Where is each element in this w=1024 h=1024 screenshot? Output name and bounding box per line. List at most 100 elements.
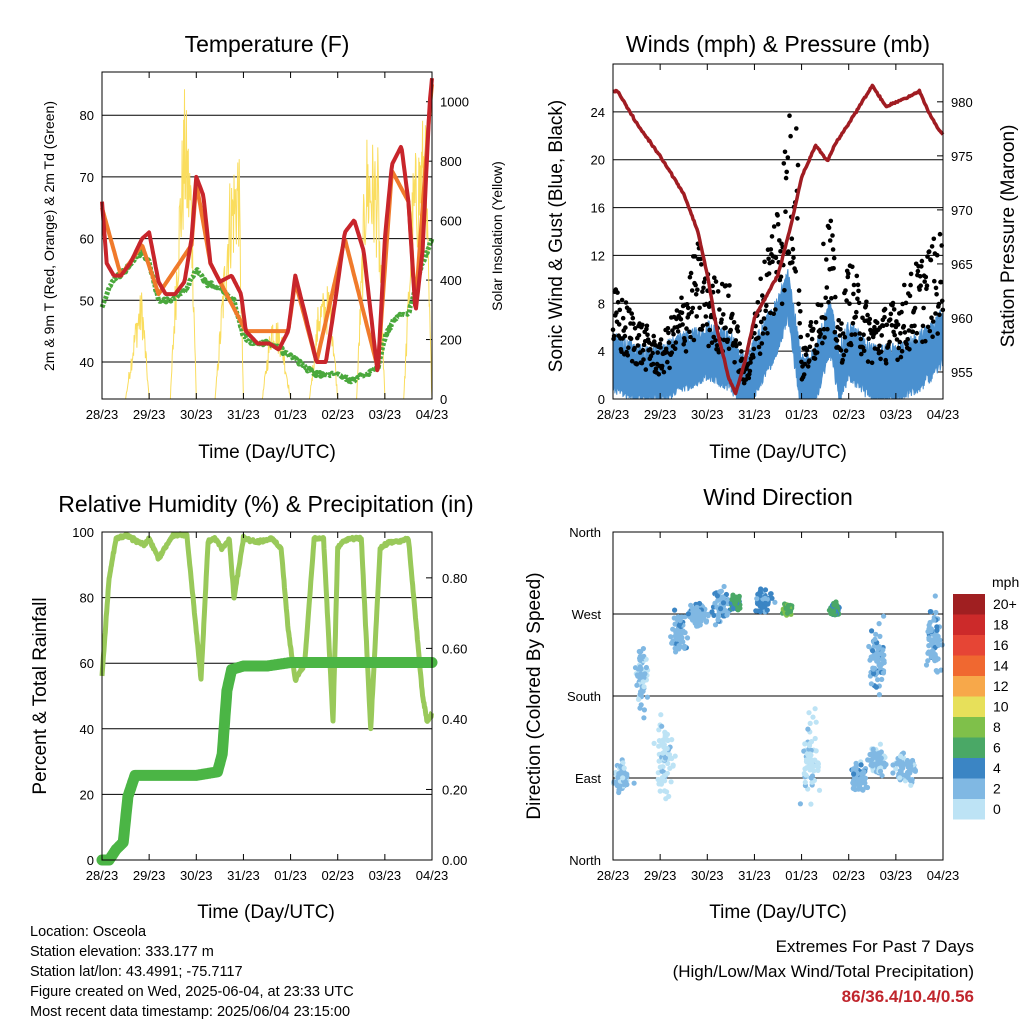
- gust-point: [678, 317, 684, 322]
- gust-point: [730, 311, 735, 317]
- direction-point: [831, 602, 837, 608]
- gust-point: [761, 316, 767, 321]
- gust-point: [620, 315, 626, 321]
- x-tick-label: 29/23: [644, 407, 677, 422]
- gust-point: [667, 365, 672, 371]
- direction-point: [772, 599, 778, 605]
- x-tick-label: 03/23: [880, 868, 913, 883]
- direction-point: [668, 634, 674, 640]
- direction-point: [907, 777, 913, 783]
- gust-point: [695, 287, 700, 293]
- direction-point: [939, 642, 945, 648]
- y-tick-label: 0: [598, 392, 605, 407]
- gust-point: [840, 357, 845, 363]
- gust-point: [805, 364, 811, 369]
- gust-point: [843, 348, 849, 354]
- gust-point: [762, 259, 767, 265]
- gust-point: [658, 337, 664, 342]
- direction-ylabel: Direction (Colored By Speed): [524, 572, 545, 819]
- gust-point: [639, 360, 645, 366]
- direction-point: [675, 634, 682, 641]
- direction-point: [855, 786, 862, 792]
- gust-point: [931, 236, 937, 242]
- direction-point: [736, 593, 742, 600]
- direction-point: [696, 618, 702, 624]
- gust-point: [827, 238, 833, 243]
- direction-point: [802, 766, 808, 772]
- gust-point: [807, 358, 812, 363]
- gust-point: [648, 347, 653, 352]
- y2-tick-label: 960: [951, 311, 973, 326]
- direction-point: [657, 777, 663, 783]
- direction-point: [676, 643, 682, 649]
- direction-point: [656, 743, 662, 749]
- gust-point: [925, 254, 930, 259]
- colorbar-swatch: [953, 655, 985, 676]
- info-elevation: Station elevation: 333.177 m: [30, 944, 214, 960]
- gust-point: [804, 347, 810, 353]
- direction-point: [656, 758, 662, 764]
- direction-point: [735, 605, 741, 611]
- gust-point: [632, 326, 638, 331]
- gust-point: [889, 323, 895, 328]
- gust-point: [837, 333, 843, 338]
- colorbar-label: 20+: [993, 596, 1017, 612]
- direction-point: [757, 589, 763, 595]
- gust-point: [918, 283, 923, 289]
- direction-point: [802, 779, 808, 786]
- direction-point: [935, 641, 941, 648]
- gust-point: [882, 306, 888, 312]
- extremes-subtitle: (High/Low/Max Wind/Total Precipitation): [672, 962, 974, 981]
- gust-point: [737, 341, 742, 346]
- gust-point: [777, 238, 782, 243]
- y2-tick-label: 400: [440, 273, 462, 288]
- gust-point: [830, 233, 835, 238]
- gust-point: [857, 331, 862, 336]
- gust-point: [891, 307, 897, 312]
- direction-point: [923, 662, 930, 668]
- gust-point: [762, 326, 768, 331]
- gust-point: [863, 303, 869, 309]
- temperature-title: Temperature (F): [185, 31, 350, 57]
- gust-point: [882, 314, 887, 320]
- gust-point: [930, 334, 935, 340]
- direction-point: [897, 753, 904, 759]
- gust-point: [858, 336, 864, 342]
- gust-point: [907, 293, 913, 299]
- gust-point: [656, 372, 662, 377]
- direction-point: [938, 667, 944, 673]
- gust-point: [782, 288, 787, 293]
- y2-tick-label: 0.20: [442, 782, 467, 797]
- direction-point: [934, 634, 940, 640]
- gust-point: [802, 361, 808, 367]
- direction-point: [877, 664, 883, 671]
- colorbar-swatch: [953, 594, 985, 615]
- gust-point: [760, 293, 765, 298]
- direction-point: [658, 712, 664, 718]
- y2-tick-label: 975: [951, 149, 973, 164]
- direction-point: [672, 753, 678, 759]
- gust-point: [671, 331, 676, 337]
- direction-point: [812, 735, 818, 742]
- gust-point: [841, 352, 847, 358]
- x-tick-label: 04/23: [416, 407, 449, 422]
- direction-point: [757, 609, 764, 615]
- gust-point: [746, 375, 752, 381]
- gust-point: [877, 343, 882, 349]
- gust-point: [713, 338, 718, 343]
- direction-point: [689, 605, 696, 611]
- gust-point: [919, 264, 924, 269]
- gust-point: [778, 274, 784, 280]
- gust-point: [897, 339, 903, 345]
- gust-point: [851, 291, 856, 297]
- direction-point: [870, 648, 876, 654]
- direction-point: [784, 610, 791, 616]
- direction-point: [831, 609, 837, 615]
- direction-point: [861, 769, 867, 775]
- plot-frame: [612, 531, 944, 861]
- direction-point: [615, 774, 621, 780]
- gust-point: [679, 310, 685, 316]
- y2-tick-label: 0.60: [442, 641, 467, 656]
- direction-point: [897, 768, 903, 774]
- gust-point: [854, 309, 859, 315]
